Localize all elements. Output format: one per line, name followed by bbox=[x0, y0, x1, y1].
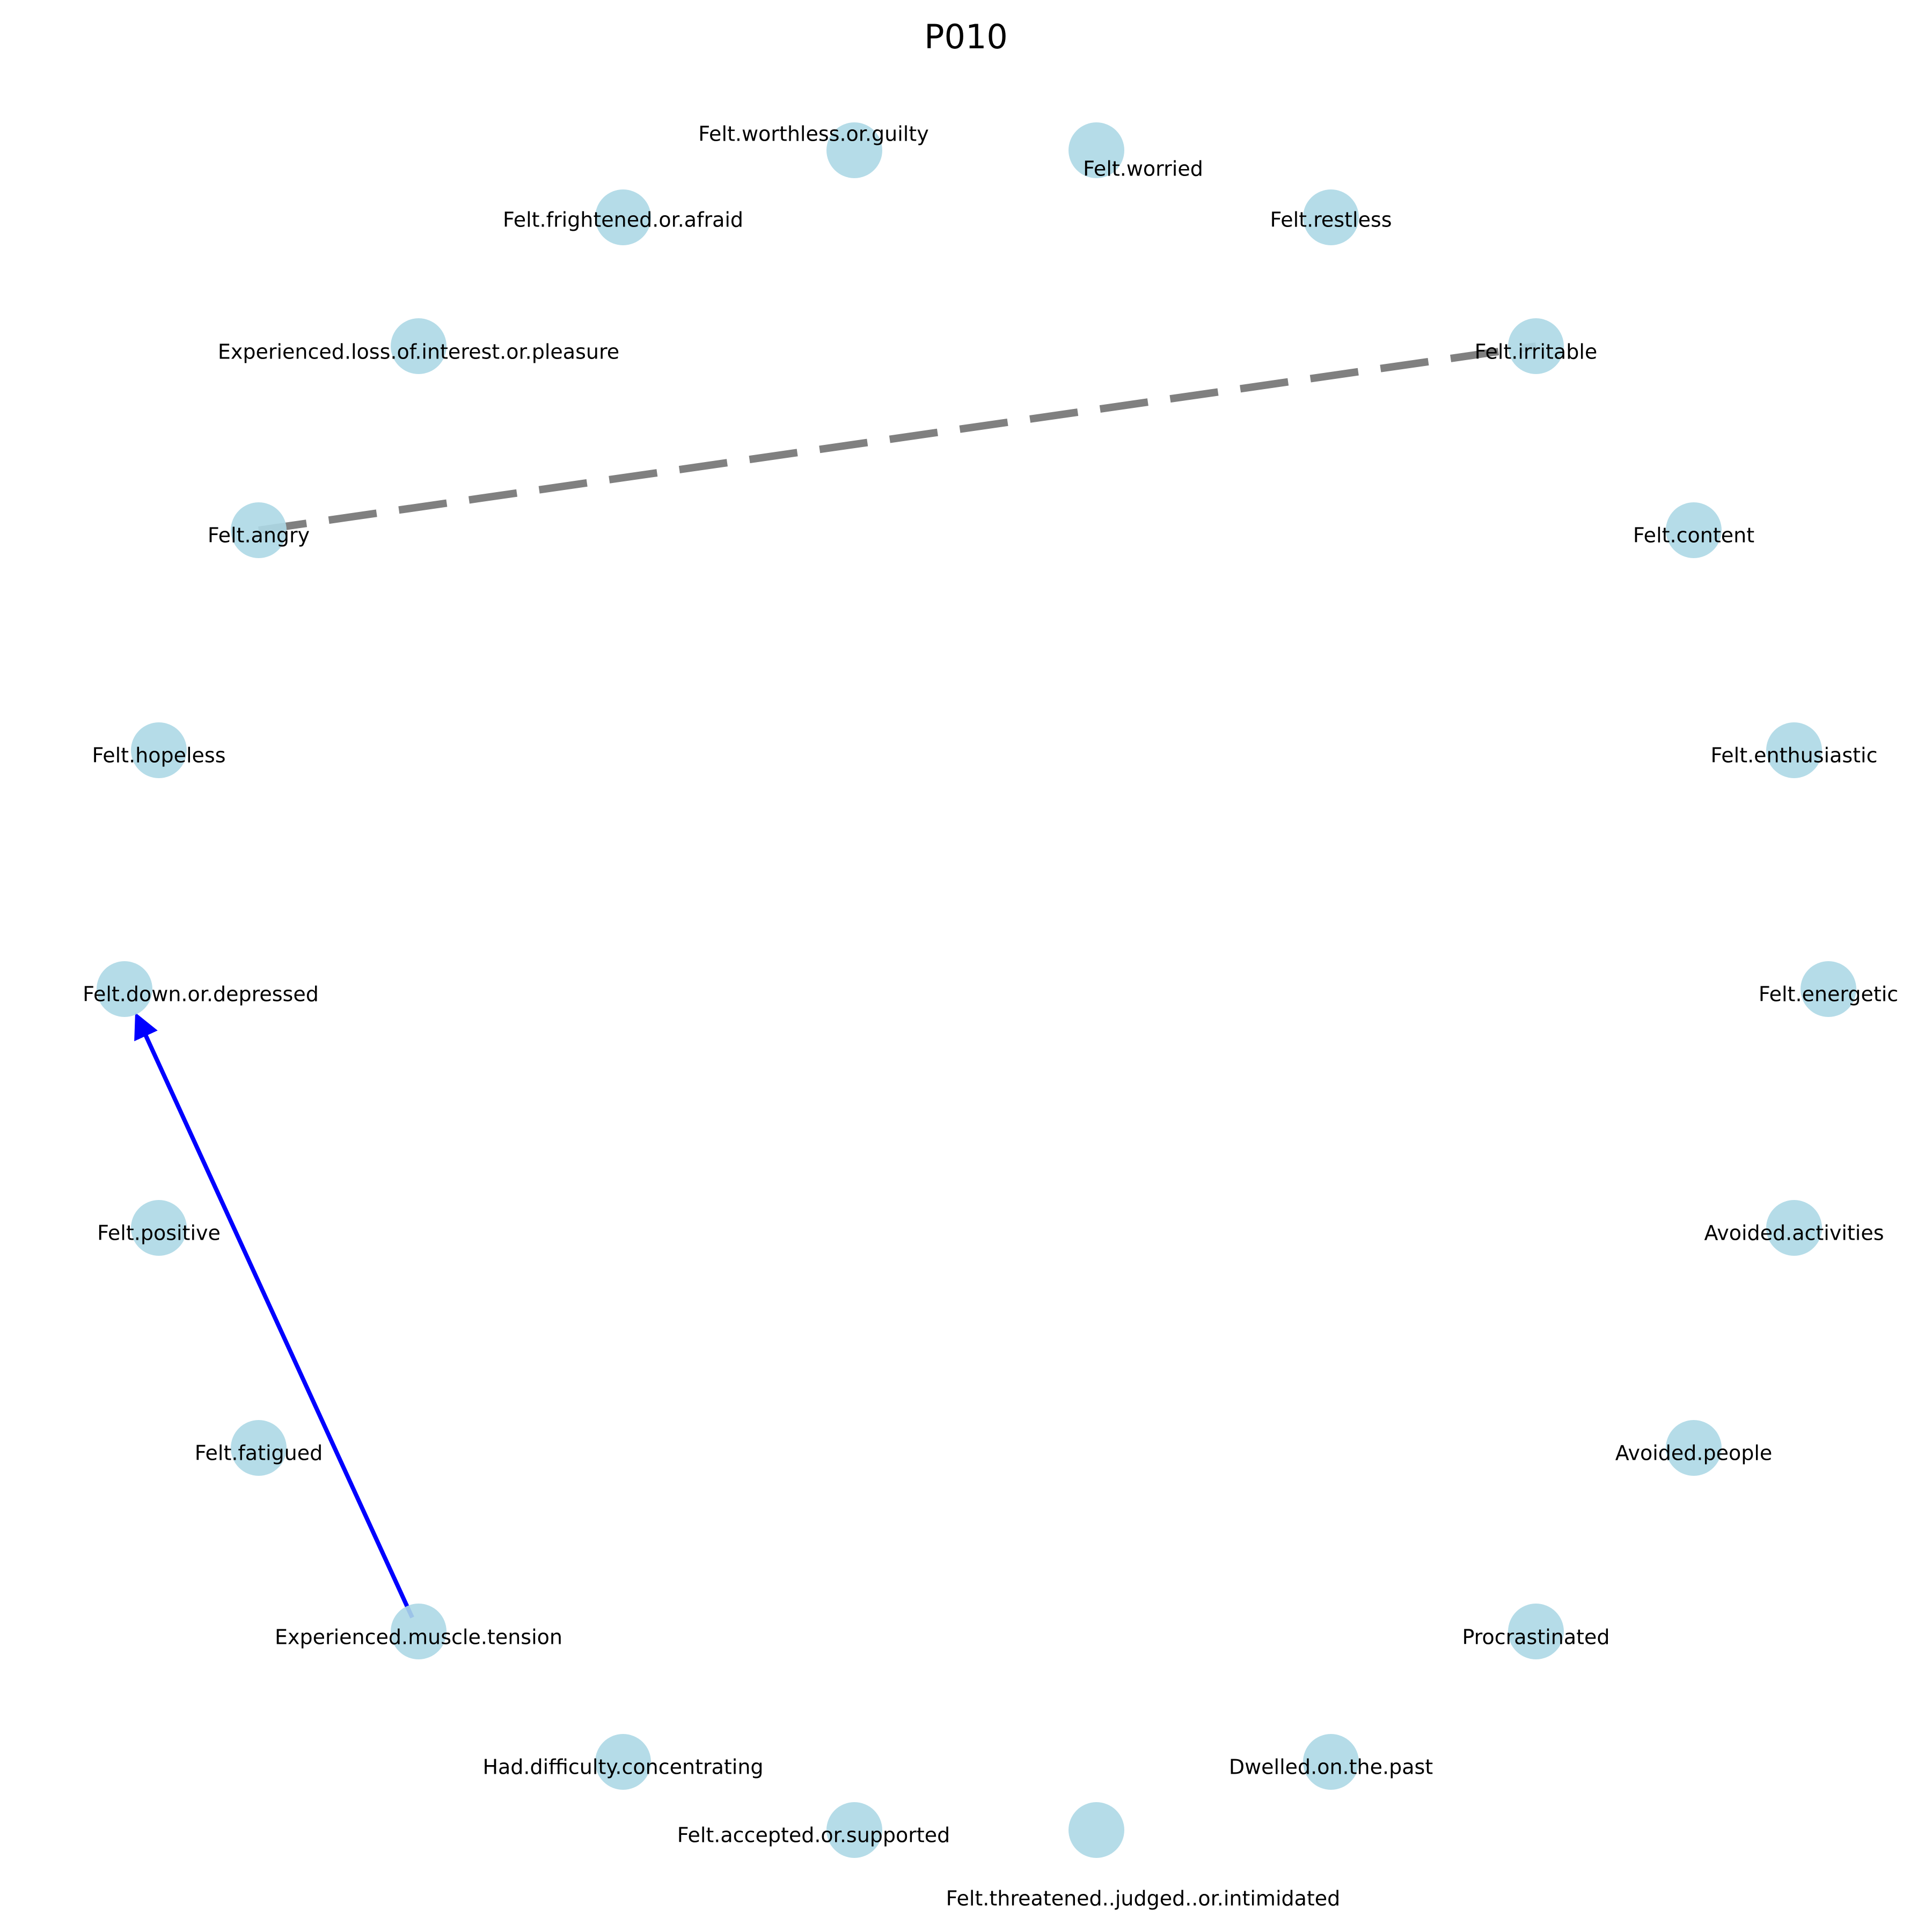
node-label-felt-positive: Felt.positive bbox=[97, 1221, 221, 1245]
node-label-procrastinated: Procrastinated bbox=[1462, 1626, 1609, 1649]
node-label-felt-restless: Felt.restless bbox=[1270, 208, 1392, 232]
node-felt-worried bbox=[1069, 122, 1124, 178]
node-felt-content bbox=[1666, 502, 1722, 558]
nodes-layer bbox=[97, 122, 1856, 1858]
node-felt-threatened-judged-or-intimidated bbox=[1069, 1802, 1124, 1858]
node-label-felt-worthless-or-guilty: Felt.worthless.or.guilty bbox=[698, 122, 928, 146]
node-label-felt-irritable: Felt.irritable bbox=[1475, 340, 1598, 364]
node-felt-enthusiastic bbox=[1766, 722, 1822, 778]
edge-felt-angry-to-felt-irritable bbox=[258, 342, 1536, 534]
node-felt-fatigued bbox=[231, 1420, 287, 1476]
labels-layer: Felt.worthless.or.guilty Felt.worried Felt… bbox=[83, 122, 1898, 1911]
node-label-had-difficulty-concentrating: Had.difficulty.concentrating bbox=[482, 1755, 763, 1779]
node-felt-worthless-or-guilty bbox=[826, 122, 882, 178]
node-label-avoided-activities: Avoided.activities bbox=[1704, 1221, 1884, 1245]
node-avoided-people bbox=[1666, 1420, 1722, 1476]
node-felt-positive bbox=[131, 1200, 187, 1256]
node-avoided-activities bbox=[1766, 1200, 1822, 1256]
node-label-felt-fatigued: Felt.fatigued bbox=[195, 1441, 323, 1465]
node-felt-frightened-or-afraid bbox=[595, 189, 651, 245]
node-label-felt-accepted-or-supported: Felt.accepted.or.supported bbox=[677, 1824, 950, 1847]
node-label-felt-enthusiastic: Felt.enthusiastic bbox=[1710, 744, 1877, 767]
node-label-avoided-people: Avoided.people bbox=[1615, 1441, 1773, 1465]
node-label-felt-energetic: Felt.energetic bbox=[1759, 983, 1898, 1006]
node-felt-angry bbox=[231, 502, 287, 558]
node-label-felt-frightened-or-afraid: Felt.frightened.or.afraid bbox=[503, 208, 743, 232]
node-label-experienced-muscle-tension: Experienced.muscle.tension bbox=[275, 1626, 562, 1649]
node-felt-irritable bbox=[1508, 318, 1564, 374]
node-label-felt-angry: Felt.angry bbox=[208, 524, 310, 547]
node-felt-hopeless bbox=[131, 722, 187, 778]
node-experienced-loss-of-interest-or-pleasure bbox=[391, 318, 447, 374]
node-label-felt-down-or-depressed: Felt.down.or.depressed bbox=[83, 983, 319, 1006]
node-label-felt-threatened-judged-or-intimidated: Felt.threatened..judged..or.intimidated bbox=[946, 1887, 1341, 1911]
node-label-felt-worried: Felt.worried bbox=[1083, 157, 1203, 181]
node-felt-down-or-depressed bbox=[97, 961, 152, 1017]
edge-experienced-muscle-tension-to-felt-down-or-depressed bbox=[134, 1012, 414, 1619]
node-felt-energetic bbox=[1801, 961, 1856, 1017]
node-procrastinated bbox=[1508, 1604, 1564, 1659]
edges-layer bbox=[134, 342, 1536, 1619]
node-label-dwelled-on-the-past: Dwelled.on.the.past bbox=[1229, 1755, 1433, 1779]
node-felt-accepted-or-supported bbox=[826, 1802, 882, 1858]
node-felt-restless bbox=[1303, 189, 1359, 245]
node-label-experienced-loss-of-interest-or-pleasure: Experienced.loss.of.interest.or.pleasure bbox=[218, 340, 619, 364]
node-had-difficulty-concentrating bbox=[595, 1734, 651, 1790]
node-label-felt-content: Felt.content bbox=[1633, 524, 1754, 547]
diagram-title: P010 bbox=[924, 17, 1008, 56]
node-label-felt-hopeless: Felt.hopeless bbox=[92, 744, 225, 767]
node-experienced-muscle-tension bbox=[391, 1604, 447, 1659]
node-dwelled-on-the-past bbox=[1303, 1734, 1359, 1790]
